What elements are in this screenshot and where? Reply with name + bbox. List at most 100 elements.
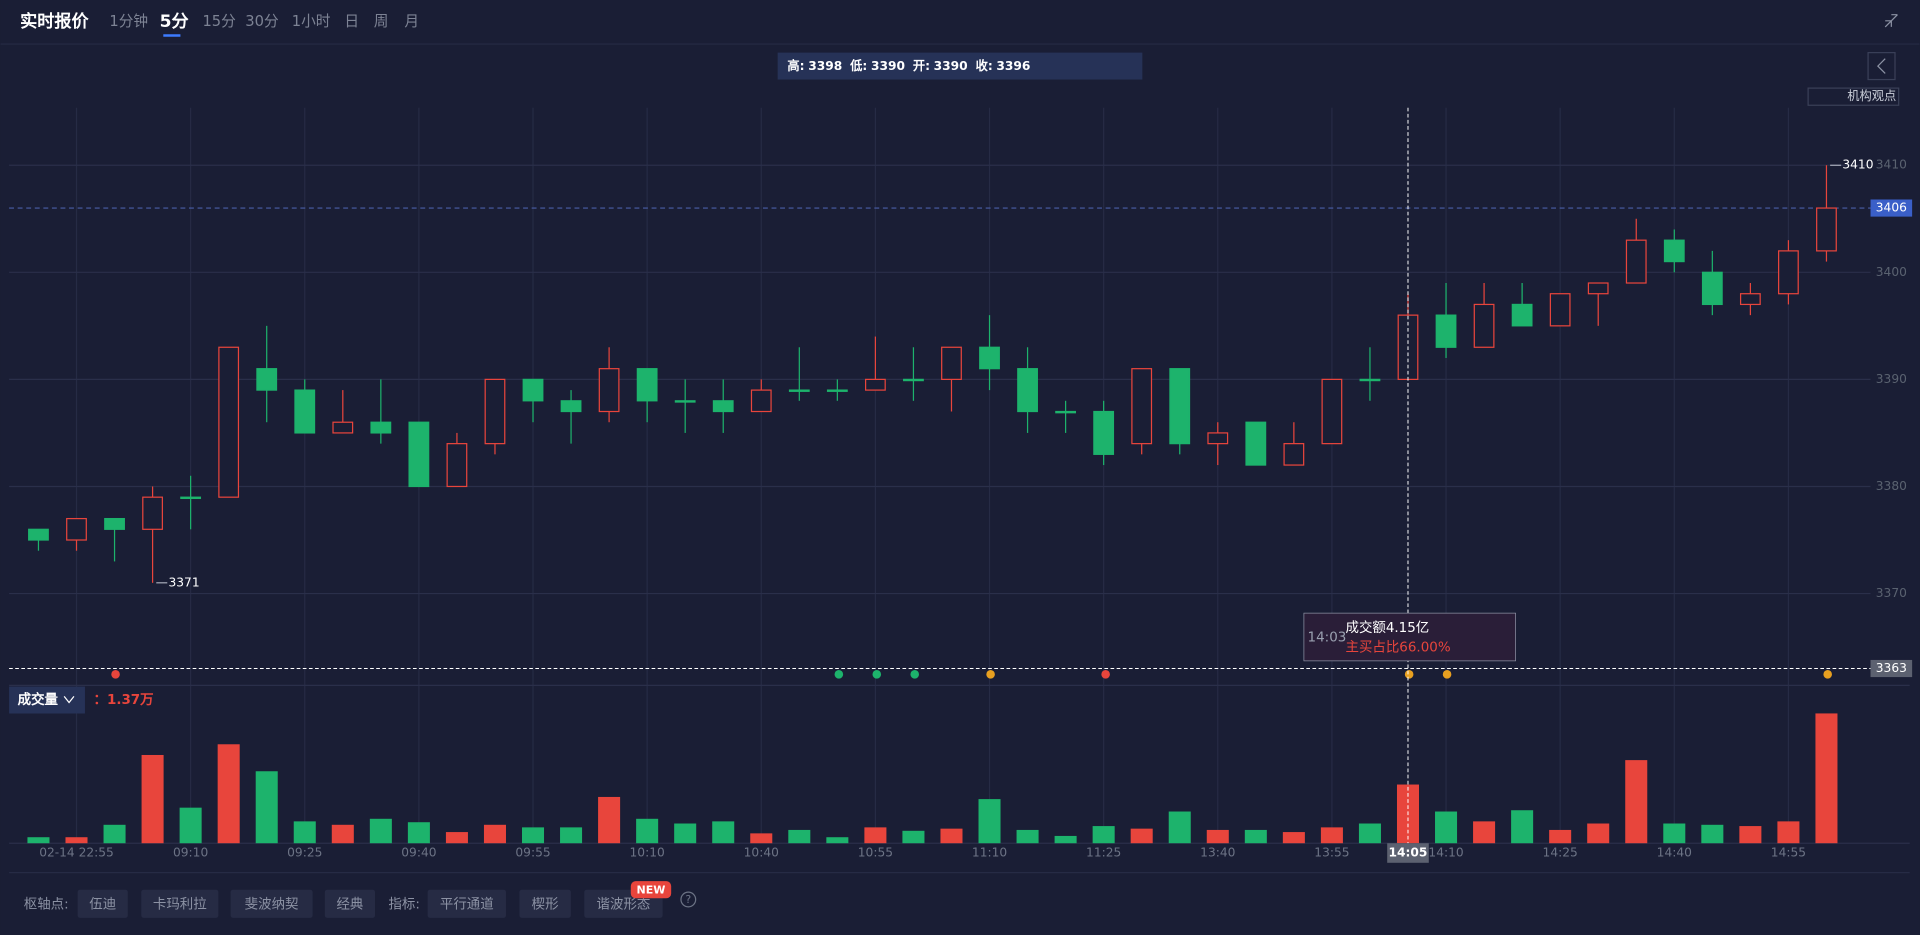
crosshair-price-label: 3363 bbox=[1876, 661, 1907, 675]
volume-bar bbox=[27, 837, 50, 844]
volume-bar bbox=[445, 832, 468, 844]
candle-body bbox=[636, 368, 658, 402]
volume-bar bbox=[1473, 821, 1496, 844]
candle-body bbox=[1017, 368, 1038, 413]
event-icon bbox=[111, 670, 120, 679]
candle-body bbox=[1511, 303, 1533, 327]
volume-bar bbox=[560, 827, 583, 844]
candle-body bbox=[104, 517, 125, 530]
volume-bar bbox=[712, 821, 735, 844]
candle-body bbox=[598, 368, 620, 413]
pivot-label: 枢轴点: bbox=[24, 896, 69, 912]
period-tab[interactable]: 5分 bbox=[160, 12, 189, 32]
volume-dropdown[interactable] bbox=[9, 686, 85, 714]
candle-body bbox=[446, 443, 468, 488]
tool-button-label: 楔形 bbox=[532, 896, 559, 912]
candle-body bbox=[788, 389, 810, 392]
candle-body bbox=[1321, 378, 1343, 445]
side-toggle[interactable] bbox=[1867, 52, 1896, 81]
period-tab[interactable]: 1分钟 bbox=[109, 13, 148, 30]
tool-button[interactable] bbox=[324, 889, 376, 918]
tool-button-label: 伍迪 bbox=[89, 896, 116, 912]
x-tick-label: 09:40 bbox=[401, 846, 436, 860]
candle-body bbox=[66, 517, 87, 541]
candle-body bbox=[1663, 239, 1685, 263]
volume-bar bbox=[1815, 713, 1838, 844]
info-label: 高: bbox=[787, 58, 804, 73]
last-price-label: 3406 bbox=[1876, 201, 1907, 215]
extreme-label: 3410 bbox=[1842, 158, 1873, 172]
last-price-box bbox=[1870, 199, 1913, 217]
candle-body bbox=[1055, 410, 1077, 414]
candle-body bbox=[332, 421, 354, 434]
candle-body bbox=[1245, 421, 1267, 466]
tool-button[interactable] bbox=[519, 889, 571, 918]
candle-body bbox=[484, 378, 506, 445]
help-label: ? bbox=[685, 893, 691, 906]
candle-body bbox=[1816, 207, 1837, 252]
volume-bar bbox=[1244, 829, 1267, 844]
candle-body bbox=[1169, 368, 1191, 445]
info-value: 3390 bbox=[934, 59, 968, 73]
side-toggle-glyph bbox=[1877, 58, 1886, 74]
period-tab[interactable]: 日 bbox=[344, 13, 359, 30]
candle-body bbox=[712, 400, 734, 413]
volume-bar bbox=[864, 827, 887, 844]
y-tick-label: 3390 bbox=[1876, 372, 1907, 386]
volume-bar bbox=[1206, 829, 1229, 844]
candle-body bbox=[1435, 314, 1457, 348]
collapse-icon[interactable] bbox=[1884, 14, 1898, 28]
candle-body bbox=[903, 378, 924, 382]
x-tick-label: 02-14 22:55 bbox=[39, 846, 114, 860]
volume-bar bbox=[407, 822, 430, 844]
x-tick-label: 09:55 bbox=[515, 846, 550, 860]
new-badge bbox=[630, 881, 672, 899]
volume-bar bbox=[1777, 821, 1800, 844]
help-icon[interactable] bbox=[680, 891, 697, 908]
info-label: 收: bbox=[976, 58, 993, 73]
volume-bar bbox=[1701, 824, 1724, 844]
info-value: 3390 bbox=[871, 59, 905, 73]
extreme-label: 3371 bbox=[168, 575, 199, 589]
y-tick-label: 3410 bbox=[1876, 158, 1907, 172]
volume-bar bbox=[1739, 826, 1762, 844]
volume-bar bbox=[1016, 829, 1039, 844]
volume-bar bbox=[978, 799, 1001, 844]
event-icon bbox=[1442, 670, 1452, 679]
volume-bar bbox=[1168, 811, 1191, 844]
candle-body bbox=[1778, 250, 1799, 295]
period-tab[interactable]: 月 bbox=[404, 13, 419, 30]
opinion-button[interactable] bbox=[1807, 87, 1900, 106]
candle-body bbox=[180, 496, 202, 500]
x-tick-label: 13:55 bbox=[1314, 846, 1349, 860]
x-tick-label: 10:40 bbox=[744, 846, 779, 860]
period-tab[interactable]: 15分 bbox=[202, 13, 236, 30]
volume-bar bbox=[826, 837, 849, 844]
period-tab[interactable]: 1小时 bbox=[292, 13, 331, 30]
y-tick-label: 3370 bbox=[1876, 586, 1907, 600]
info-value: 3398 bbox=[808, 59, 842, 73]
volume-bar bbox=[483, 824, 506, 844]
volume-bar bbox=[750, 833, 773, 844]
info-text: 高: 3398 低: 3390 开: 3390 收: 3396 bbox=[787, 58, 1030, 73]
tool-button[interactable] bbox=[141, 889, 219, 918]
tool-button[interactable] bbox=[427, 889, 506, 918]
candle-body bbox=[1587, 282, 1609, 295]
opinion-label: 机构观点 bbox=[1847, 88, 1896, 103]
period-tab[interactable]: 30分 bbox=[245, 13, 279, 30]
candle-body bbox=[294, 389, 316, 434]
tool-button[interactable] bbox=[77, 889, 128, 918]
period-tabs: 1分钟 5分 15分 30分 1小时日周月 bbox=[109, 12, 419, 37]
volume-bar bbox=[141, 754, 164, 844]
tool-button[interactable] bbox=[230, 889, 313, 918]
candle-body bbox=[256, 368, 278, 391]
candle-body bbox=[941, 346, 962, 380]
crosshair-x-box bbox=[1387, 843, 1429, 863]
period-tab[interactable]: 周 bbox=[374, 13, 389, 30]
candle-body bbox=[218, 346, 240, 498]
volume-bar bbox=[1549, 829, 1572, 844]
volume-bar bbox=[1587, 823, 1610, 844]
tool-button-label: 经典 bbox=[336, 896, 363, 912]
candle-body bbox=[1549, 293, 1571, 327]
tool-button-label: 谐波形态 bbox=[597, 896, 651, 912]
